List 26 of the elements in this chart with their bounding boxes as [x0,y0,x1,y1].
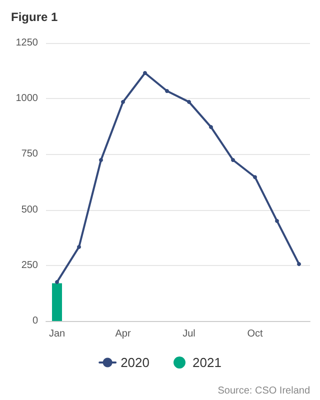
y-tick-label: 250 [21,260,38,271]
y-tick-label: 750 [21,148,38,160]
point [231,158,235,162]
point [99,158,103,162]
point [77,244,81,249]
x-tick-label: Oct [247,328,263,340]
point [253,175,257,180]
legend-label: 2021 [192,355,222,370]
y-tick-label: 500 [21,204,38,216]
source-note: Source: CSO Ireland [218,386,310,396]
point [165,89,169,94]
legend-label: 2020 [120,355,150,370]
point [297,262,301,266]
point [275,218,279,223]
point [209,125,213,130]
x-tick-label: Apr [115,328,132,340]
point [55,280,59,284]
point [143,71,147,76]
y-tick-label: 1000 [16,93,38,104]
point [121,100,125,104]
x-tick-label: Jan [48,328,66,340]
point [187,100,191,104]
x-tick-label: Jul [182,328,196,340]
y-tick-label: 0 [32,316,38,326]
y-tick-label: 1250 [16,38,38,48]
chart-title: Figure 1 [11,10,58,24]
